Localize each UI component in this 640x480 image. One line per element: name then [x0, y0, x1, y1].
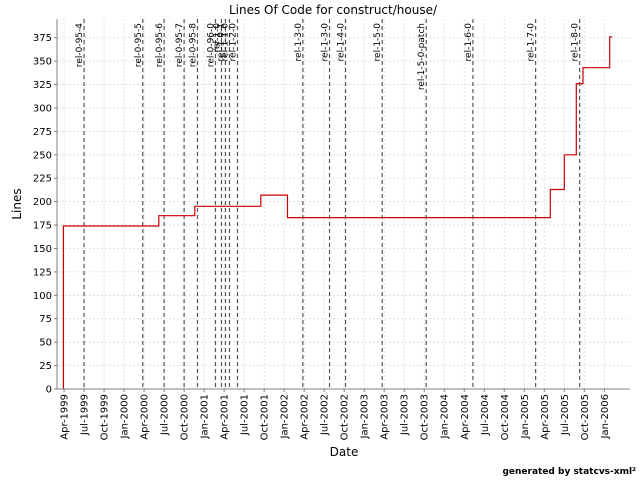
y-tick-label: 300 [33, 103, 52, 114]
y-tick-label: 275 [33, 127, 52, 138]
release-label: rel-1-6-0 [464, 23, 474, 62]
y-tick-label: 375 [33, 33, 52, 44]
x-tick-label: Oct-2004 [500, 394, 511, 440]
x-tick-label: Oct-2000 [180, 394, 191, 440]
x-tick-label: Jul-2000 [160, 394, 171, 436]
release-label: rel-1-7-0 [527, 23, 537, 62]
x-tick-label: Apr-2001 [220, 394, 231, 440]
x-tick-label: Jan-2002 [280, 394, 291, 439]
x-tick-label: Jan-2000 [120, 394, 131, 439]
y-tick-label: 225 [33, 174, 52, 185]
y-tick-label: 250 [33, 150, 52, 161]
x-tick-label: Apr-2005 [540, 394, 551, 440]
release-label: rel-0-95-7 [175, 23, 185, 67]
x-tick-label: Jan-2001 [200, 394, 211, 439]
x-tick-label: Oct-1999 [100, 394, 111, 440]
x-tick-label: Jul-2003 [400, 394, 411, 436]
plot-area [57, 19, 630, 389]
x-tick-label: Jul-2005 [560, 394, 571, 436]
axes [56, 19, 630, 390]
x-tick-label: Jul-2002 [320, 394, 331, 436]
x-tick-label: Jan-2003 [360, 394, 371, 439]
release-label: rel-0-95-5 [134, 23, 144, 67]
series-layer [62, 36, 613, 389]
y-tick-label: 325 [33, 80, 52, 91]
chart-title: Lines Of Code for construct/house/ [229, 3, 438, 17]
release-label: rel-0-95-8 [188, 23, 198, 67]
y-tick-label: 350 [33, 57, 52, 68]
grid [57, 19, 630, 390]
x-ticks: Apr-1999 Jul-1999 Oct-1999 Jan-2000 Apr-2000… [60, 389, 611, 440]
release-label: rel-0-96-0 [206, 23, 216, 67]
release-label: rel-1-8-0 [571, 23, 581, 62]
release-label: rel-1-5-0-patch [417, 23, 427, 90]
y-tick-label: 50 [39, 338, 52, 349]
loc-series-line [62, 36, 613, 389]
release-label: rel-1-1-0 [220, 23, 230, 62]
release-label: rel-1-4-0 [337, 23, 347, 62]
y-ticks: 0 25 50 75 100 125 150 175 200 225 250 275 300 325 350… [33, 33, 57, 396]
release-label: rel-1-3-0 [294, 23, 304, 62]
y-tick-label: 25 [39, 361, 52, 372]
y-tick-label: 100 [33, 291, 52, 302]
x-tick-label: Apr-2003 [380, 394, 391, 440]
x-tick-label: Apr-2002 [300, 394, 311, 440]
x-tick-label: Oct-2005 [580, 394, 591, 440]
release-label: rel-1-3-0 [321, 23, 331, 62]
x-tick-label: Jan-2006 [600, 394, 611, 439]
x-tick-label: Apr-2000 [140, 394, 151, 440]
x-tick-label: Jul-1999 [80, 394, 91, 436]
x-tick-label: Oct-2002 [340, 394, 351, 440]
x-tick-label: Jan-2004 [440, 394, 451, 439]
release-label: rel-1-0-1 [216, 23, 226, 61]
x-tick-label: Apr-1999 [60, 394, 71, 440]
generator-credit: generated by statcvs-xml² [502, 467, 636, 477]
y-axis-label: Lines [10, 188, 24, 219]
x-axis-label: Date [330, 445, 359, 459]
release-label: rel-0-95-6 [155, 23, 165, 67]
y-tick-label: 125 [33, 267, 52, 278]
x-tick-label: Jul-2001 [240, 394, 251, 436]
y-tick-label: 75 [39, 314, 52, 325]
y-tick-label: 150 [33, 244, 52, 255]
x-tick-label: Apr-2004 [460, 394, 471, 440]
x-tick-label: Oct-2003 [420, 394, 431, 440]
y-tick-label: 200 [33, 197, 52, 208]
release-label: rel-0-95-4 [75, 23, 85, 67]
release-label: rel-1-2-0 [228, 23, 238, 62]
x-tick-label: Jan-2005 [520, 394, 531, 439]
x-tick-label: Jul-2004 [480, 394, 491, 436]
release-markers: rel-0-95-4 rel-0-95-5 rel-0-95-6 rel-0-95-7… [75, 19, 581, 389]
y-tick-label: 0 [46, 385, 52, 396]
x-tick-label: Oct-2001 [260, 394, 271, 440]
y-tick-label: 175 [33, 221, 52, 232]
release-label: rel-1-0 [212, 23, 222, 53]
release-label: rel-1-5-0 [373, 23, 383, 62]
